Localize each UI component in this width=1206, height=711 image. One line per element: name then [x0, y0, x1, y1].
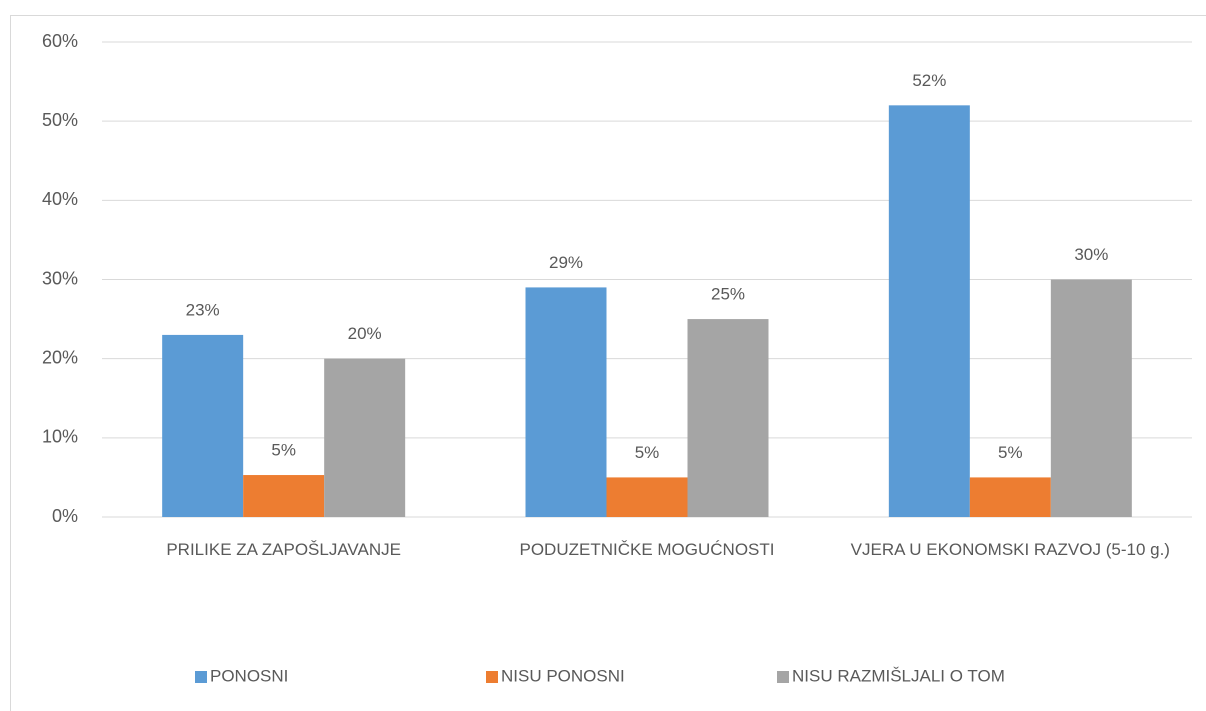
data-label: 52%: [912, 71, 946, 90]
bar: [888, 105, 970, 517]
x-tick-label: PRILIKE ZA ZAPOŠLJAVANJE: [166, 540, 401, 559]
y-tick-label: 0%: [52, 506, 78, 526]
legend-label: NISU PONOSNI: [501, 666, 625, 685]
data-label: 29%: [549, 253, 583, 272]
data-label: 25%: [711, 285, 745, 304]
bar: [243, 475, 325, 517]
legend-swatch: [777, 671, 789, 683]
bar: [1050, 279, 1132, 517]
legend-swatch: [195, 671, 207, 683]
y-tick-label: 50%: [42, 110, 78, 130]
x-tick-label: PODUZETNIČKE MOGUĆNOSTI: [519, 540, 775, 559]
chart-border: [10, 15, 1206, 711]
data-label: 20%: [348, 324, 382, 343]
data-label: 5%: [998, 443, 1023, 462]
y-tick-label: 30%: [42, 268, 78, 288]
data-label: 30%: [1074, 245, 1108, 264]
bar: [324, 358, 406, 517]
y-tick-label: 40%: [42, 189, 78, 209]
y-tick-label: 60%: [42, 31, 78, 51]
legend-swatch: [486, 671, 498, 683]
bar: [162, 334, 244, 517]
bar: [525, 287, 607, 517]
x-tick-label: VJERA U EKONOMSKI RAZVOJ (5-10 g.): [850, 540, 1170, 559]
bar: [969, 477, 1051, 517]
legend-label: NISU RAZMIŠLJALI O TOM: [792, 666, 1005, 685]
y-tick-label: 20%: [42, 347, 78, 367]
data-label: 5%: [635, 443, 660, 462]
bar: [606, 477, 688, 517]
legend-label: PONOSNI: [210, 666, 288, 685]
data-label: 23%: [186, 300, 220, 319]
data-label: 5%: [271, 441, 296, 460]
y-tick-label: 10%: [42, 427, 78, 447]
bar: [687, 319, 769, 517]
